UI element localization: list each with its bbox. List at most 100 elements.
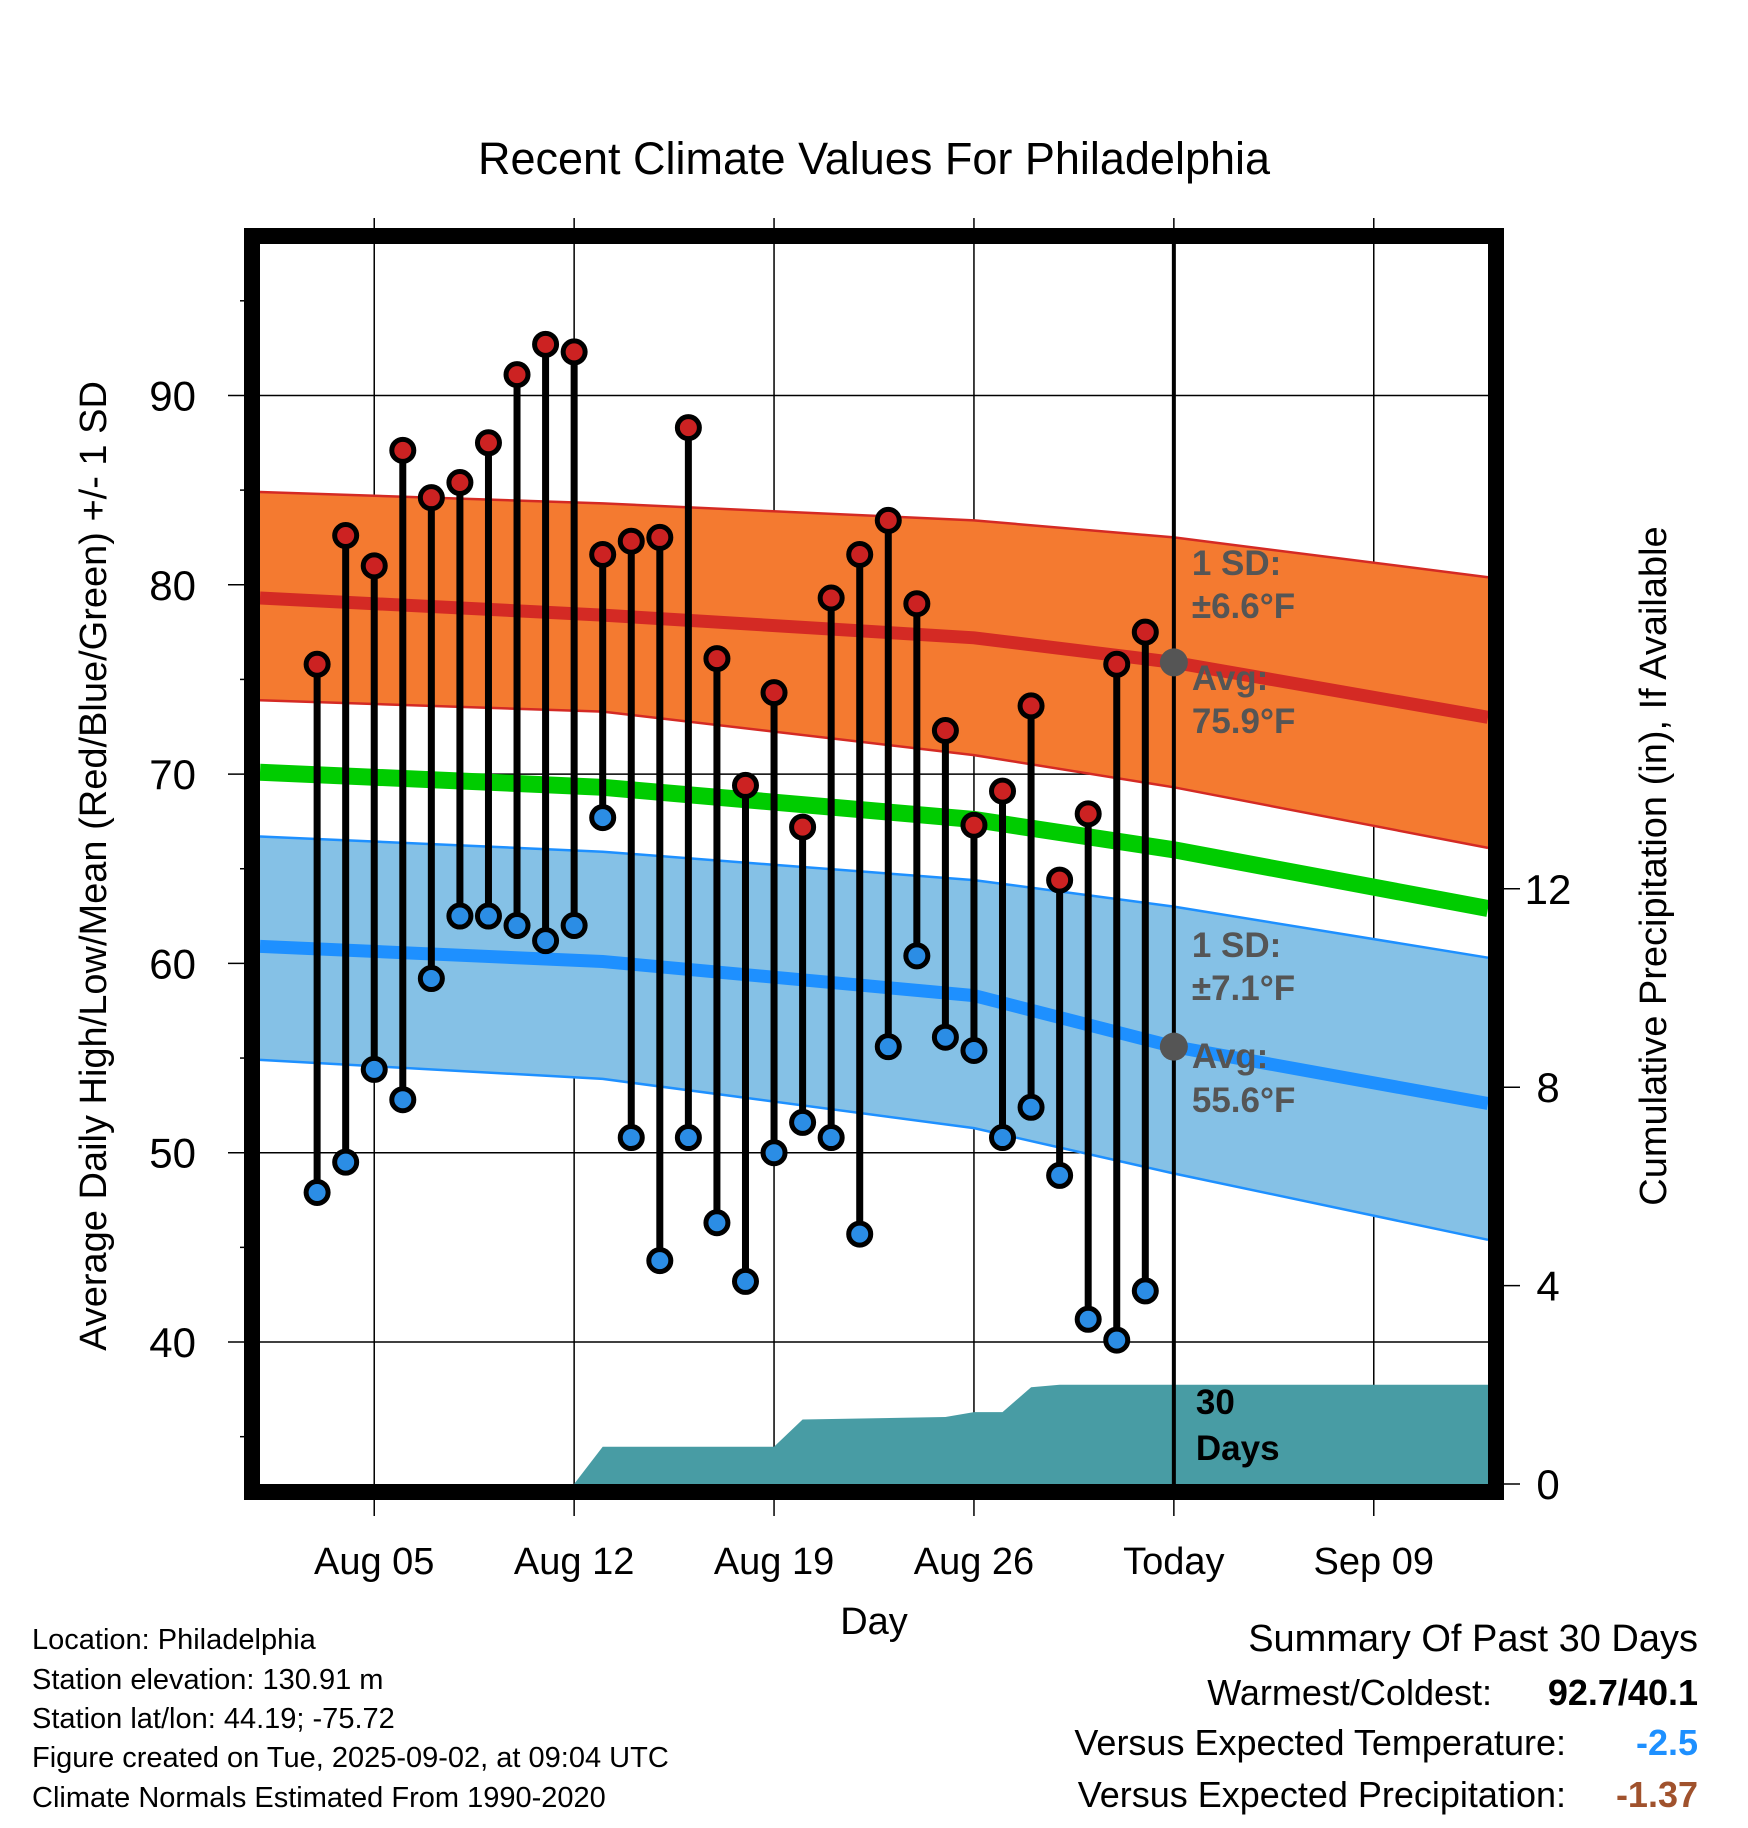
y-axis-title: Average Daily High/Low/Mean (Red/Blue/Gr…	[73, 381, 115, 1351]
daily-low-dot	[874, 1033, 902, 1061]
daily-low-dot	[532, 927, 560, 955]
y-tick-label-80: 80	[149, 562, 196, 609]
daily-high-dot	[360, 552, 388, 580]
daily-high-dot	[503, 361, 531, 389]
axes: 40 50 60 70 80 90 0 4 8 12 Aug 05 Aug 12 Aug 19 Aug 2…	[149, 300, 1571, 1583]
x-tick-label-2: Aug 19	[714, 1541, 834, 1583]
daily-low-dot	[931, 1023, 959, 1051]
daily-high-dot	[474, 429, 502, 457]
annotations: 1 SD: ±6.6°F Avg: 75.9°F 1 SD: ±7.1°F Avg: 55.6…	[1159, 544, 1296, 1468]
y-tick-label-50: 50	[149, 1130, 196, 1177]
temp-label: Versus Expected Temperature:	[1074, 1722, 1566, 1763]
daily-low-dot	[731, 1267, 759, 1295]
y2-axis-title: Cumulative Precipitation (in), If Availa…	[1633, 526, 1675, 1205]
low-band-lower-edge	[259, 1058, 1489, 1242]
low-sd-band	[260, 836, 1488, 1240]
normals-text: Climate Normals Estimated From 1990-2020	[32, 1782, 606, 1814]
daily-low-dot	[703, 1209, 731, 1237]
high-sd-band	[260, 492, 1488, 848]
daily-high-dot	[817, 584, 845, 612]
x-tick-label-0: Aug 05	[314, 1541, 434, 1583]
normal-bands	[259, 490, 1490, 1242]
daily-high-dot	[589, 540, 617, 568]
daily-high-dot	[1017, 692, 1045, 720]
annotation-low-avg: Avg:	[1192, 1037, 1268, 1076]
daily-high-dot	[989, 777, 1017, 805]
daily-low-dot	[417, 965, 445, 993]
annotation-high-avg: Avg:	[1192, 659, 1268, 698]
daily-high-dot	[903, 590, 931, 618]
x-tick-label-5: Sep 09	[1314, 1541, 1434, 1583]
plot-frame-border	[244, 228, 1504, 1500]
daily-high-dot	[703, 645, 731, 673]
annotation-high-avg-value: 75.9°F	[1192, 702, 1296, 741]
daily-high-dot	[1131, 618, 1159, 646]
daily-high-dot	[1074, 800, 1102, 828]
daily-low-dot	[674, 1124, 702, 1152]
y2-tick-label-4: 4	[1536, 1263, 1559, 1310]
daily-high-dot	[332, 522, 360, 550]
daily-low-dot	[960, 1036, 988, 1064]
daily-high-dot	[874, 506, 902, 534]
daily-high-dot	[674, 414, 702, 442]
summary-title: Summary Of Past 30 Days	[1248, 1618, 1698, 1660]
x-tick-label-3: Aug 26	[914, 1541, 1034, 1583]
daily-high-dot	[303, 650, 331, 678]
daily-low-dot	[760, 1139, 788, 1167]
daily-low-dot	[903, 942, 931, 970]
daily-high-dot	[617, 527, 645, 555]
location-text: Location: Philadelphia	[32, 1624, 316, 1656]
daily-high-dot	[389, 436, 417, 464]
warm-cold-value: 92.7/40.1	[1547, 1672, 1698, 1713]
daily-range-sticks	[313, 344, 1149, 1341]
chart-title: Recent Climate Values For Philadelphia	[478, 133, 1271, 184]
created-text: Figure created on Tue, 2025-09-02, at 09…	[32, 1742, 669, 1774]
daily-low-dot	[1131, 1277, 1159, 1305]
daily-low-dot	[846, 1220, 874, 1248]
daily-low-dot	[989, 1124, 1017, 1152]
annotation-low-avg-value: 55.6°F	[1192, 1081, 1296, 1120]
y-tick-label-60: 60	[149, 940, 196, 987]
y2-tick-label-8: 8	[1536, 1064, 1559, 1111]
precipitation-area	[574, 1384, 1488, 1484]
daily-low-dot	[360, 1055, 388, 1083]
daily-low-dot	[789, 1108, 817, 1136]
x-tick-label-1: Aug 12	[514, 1541, 634, 1583]
daily-low-dot	[817, 1124, 845, 1152]
y2-tick-label-0: 0	[1536, 1461, 1559, 1508]
precip-area-fill	[574, 1384, 1488, 1484]
daily-high-dot	[846, 540, 874, 568]
y-tick-label-40: 40	[149, 1319, 196, 1366]
elevation-text: Station elevation: 130.91 m	[32, 1664, 384, 1696]
annotation-high-sd-value: ±6.6°F	[1192, 587, 1295, 626]
daily-low-dot	[1074, 1305, 1102, 1333]
annotation-low-sd-value: ±7.1°F	[1192, 969, 1295, 1008]
daily-low-dot	[646, 1247, 674, 1275]
latlon-text: Station lat/lon: 44.19; -75.72	[32, 1703, 395, 1735]
annotation-high-sd: 1 SD:	[1192, 544, 1281, 583]
daily-high-dot	[931, 717, 959, 745]
daily-high-dot	[789, 813, 817, 841]
today-low-avg-marker	[1159, 1032, 1188, 1061]
annotation-days-label: Days	[1196, 1429, 1280, 1468]
daily-dots	[303, 330, 1159, 1354]
daily-high-dot	[760, 679, 788, 707]
daily-low-dot	[560, 912, 588, 940]
daily-low-dot	[617, 1124, 645, 1152]
daily-low-dot	[503, 912, 531, 940]
daily-high-dot	[1046, 866, 1074, 894]
daily-high-dot	[560, 338, 588, 366]
warm-cold-label: Warmest/Coldest:	[1207, 1672, 1492, 1713]
precip-value: -1.37	[1615, 1774, 1698, 1815]
y-tick-label-90: 90	[149, 372, 196, 419]
plot-frame	[244, 228, 1504, 1500]
today-high-avg-marker	[1159, 648, 1188, 677]
daily-low-dot	[1017, 1093, 1045, 1121]
daily-high-dot	[731, 771, 759, 799]
y-tick-label-70: 70	[149, 751, 196, 798]
daily-high-dot	[417, 484, 445, 512]
daily-low-dot	[303, 1178, 331, 1206]
daily-low-dot	[1103, 1326, 1131, 1354]
x-tick-label-4: Today	[1123, 1541, 1224, 1583]
